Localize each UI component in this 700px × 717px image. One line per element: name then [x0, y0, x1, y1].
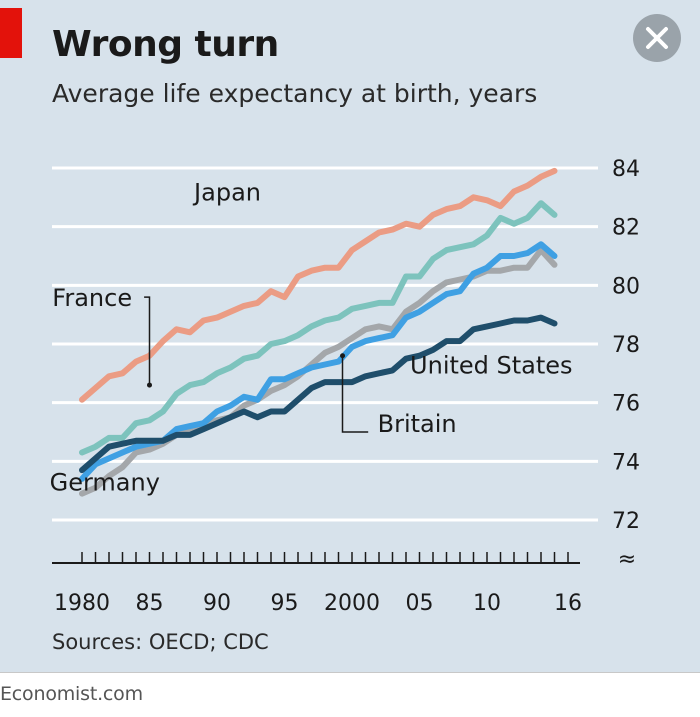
y-tick-label-72: 72 — [612, 509, 640, 534]
x-tick-label-05: 05 — [406, 591, 434, 616]
y-tick-label-80: 80 — [612, 274, 640, 299]
series-label-britain: Britain — [378, 410, 457, 438]
pointer-dot-britain — [340, 353, 346, 359]
x-tick-label-10: 10 — [473, 591, 501, 616]
series-label-japan: Japan — [192, 178, 261, 206]
y-tick-label-78: 78 — [612, 333, 640, 358]
series-line-united_states — [79, 314, 558, 474]
life-expectancy-chart: 72 74 76 78 80 82 84 1980 85 90 95 2000 05 10 16 ≈ Jap… — [50, 157, 640, 616]
chart-subtitle: Average life expectancy at birth, years — [52, 79, 538, 108]
pointer-britain — [341, 355, 369, 433]
footer: Economist.com — [0, 672, 700, 717]
x-tick-label-2000: 2000 — [324, 591, 380, 616]
close-button[interactable] — [633, 14, 681, 62]
brand-link[interactable]: Economist.com — [0, 683, 143, 705]
series-line-japan — [79, 167, 558, 403]
source-note: Sources: OECD; CDC — [52, 630, 269, 654]
x-tick-label-85: 85 — [136, 591, 164, 616]
axis-break: ≈ — [618, 547, 636, 572]
series-label-france: France — [52, 284, 132, 312]
series-lines — [79, 167, 558, 497]
series-label-united_states: United States — [410, 351, 573, 379]
x-tick-label-16: 16 — [554, 591, 582, 616]
x-axis: 1980 85 90 95 2000 05 10 16 ≈ — [52, 547, 636, 616]
y-tick-label-76: 76 — [612, 392, 640, 417]
x-tick-label-1980: 1980 — [54, 591, 110, 616]
x-tick-label-95: 95 — [271, 591, 299, 616]
pointer-dot-france — [147, 382, 152, 388]
accent-tab — [0, 8, 22, 58]
y-tick-label-84: 84 — [612, 157, 640, 182]
close-icon — [646, 27, 668, 49]
series-label-germany: Germany — [50, 469, 160, 497]
series-line-france — [79, 200, 558, 456]
y-tick-label-74: 74 — [612, 450, 640, 475]
y-tick-label-82: 82 — [612, 216, 640, 241]
chart-title: Wrong turn — [52, 24, 279, 65]
series-labels: Japan France Germany Britain United States — [50, 178, 573, 496]
pointer-france — [144, 296, 151, 386]
x-tick-label-90: 90 — [203, 591, 231, 616]
gridlines: 72 74 76 78 80 82 84 — [52, 157, 640, 534]
